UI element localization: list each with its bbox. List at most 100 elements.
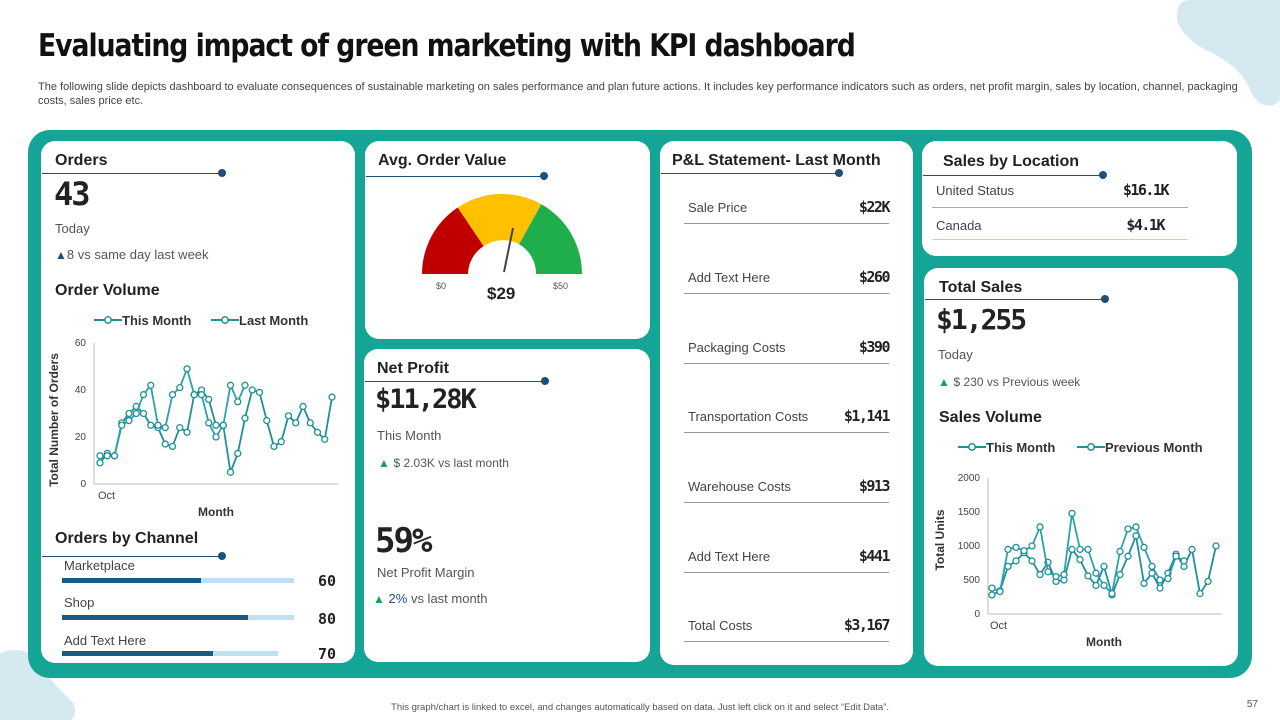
orders-header: Orders — [55, 152, 108, 169]
net-profit-margin-change: ▲ 2% vs last month — [373, 591, 488, 606]
net-profit-change-text: $ 2.03K vs last month — [393, 456, 509, 470]
data-point — [1212, 542, 1220, 550]
location-header-underline — [923, 175, 1103, 176]
pl-statement-header: P&L Statement- Last Month — [672, 152, 881, 169]
data-point — [139, 409, 148, 418]
series-line — [99, 388, 333, 476]
y-tick-label: 40 — [75, 385, 87, 396]
data-point — [270, 442, 278, 451]
data-point — [1044, 568, 1052, 576]
legend-label: This Month — [986, 440, 1056, 455]
channel-bar-fill — [62, 578, 202, 583]
pl-row-value: $3,167 — [843, 616, 891, 634]
data-point — [255, 388, 264, 396]
data-point — [1148, 562, 1156, 571]
data-point — [1084, 572, 1092, 580]
footer-note: This graph/chart is linked to excel, and… — [391, 702, 889, 713]
up-triangle-icon: ▲ — [938, 375, 950, 389]
pl-row-label: Add Text Here — [688, 549, 771, 564]
total-sales-card — [924, 268, 1238, 666]
orders-header-dot — [218, 169, 226, 177]
pl-row-label: Total Costs — [688, 618, 753, 633]
x-axis-label: Month — [1086, 635, 1122, 649]
orders-value: 43 — [54, 175, 91, 213]
data-point — [226, 381, 235, 389]
sales-volume-legend-prev: Previous Month — [1077, 440, 1203, 455]
total-sales-period: Today — [938, 347, 973, 362]
data-point — [1092, 581, 1100, 590]
pl-row-value: $441 — [858, 547, 891, 565]
data-point — [284, 412, 293, 420]
y-tick-label: 2000 — [958, 473, 981, 484]
net-profit-period: This Month — [377, 428, 442, 443]
slide-subtitle: The following slide depicts dashboard to… — [38, 81, 1238, 107]
data-point — [248, 386, 256, 394]
pl-row: Sale Price $22K — [684, 198, 891, 224]
orders-period: Today — [55, 221, 90, 236]
data-point — [197, 391, 206, 399]
orders-by-channel-header: Orders by Channel — [55, 530, 199, 547]
data-point — [205, 395, 213, 404]
order-volume-chart: 0 20 40 60 Oct Month Total Number of Orders — [47, 338, 338, 519]
data-point — [176, 423, 184, 432]
aov-header-underline — [366, 176, 544, 177]
channel-bar-fill — [62, 651, 214, 656]
data-point — [306, 419, 314, 427]
order-volume-legend-this: This Month — [94, 313, 191, 328]
sales-volume-legend-this: This Month — [958, 440, 1055, 455]
data-point — [1084, 545, 1092, 554]
pl-row: Warehouse Costs $913 — [684, 477, 891, 503]
data-point — [1028, 542, 1036, 550]
legend-label: Last Month — [239, 313, 309, 328]
data-point — [139, 391, 148, 399]
data-point — [212, 421, 220, 429]
y-tick-label: 60 — [75, 338, 87, 349]
data-point — [183, 428, 191, 436]
location-value: $16.1K — [1122, 181, 1170, 199]
pl-row-value: $22K — [858, 198, 891, 216]
pl-header-dot — [835, 169, 843, 177]
data-point — [176, 384, 184, 392]
location-label: United Status — [936, 183, 1015, 198]
data-point — [1036, 523, 1044, 531]
total-sales-header-dot — [1101, 295, 1109, 303]
net-profit-value: $11,28K — [375, 384, 477, 415]
sales-by-location-card — [922, 141, 1237, 256]
data-point — [328, 393, 336, 401]
data-point — [1124, 552, 1132, 560]
pl-row-value: $390 — [858, 338, 891, 356]
total-sales-change-text: $ 230 vs Previous week — [953, 375, 1081, 389]
data-point — [161, 423, 169, 432]
data-point — [1164, 574, 1172, 583]
data-point — [154, 421, 162, 429]
orders-change-text: vs same day last week — [77, 247, 209, 262]
data-point — [988, 591, 996, 599]
data-point — [1196, 589, 1204, 598]
data-point — [1036, 570, 1044, 579]
data-point — [1068, 509, 1076, 518]
pl-row-value: $1,141 — [843, 407, 891, 425]
x-axis-label: Month — [198, 505, 234, 519]
data-point — [321, 435, 329, 443]
channel-bar — [62, 615, 294, 620]
up-triangle-icon: ▲ — [55, 248, 67, 262]
data-point — [212, 433, 220, 441]
data-point — [299, 402, 307, 411]
location-header-dot — [1099, 171, 1107, 179]
sales-volume-header: Sales Volume — [939, 409, 1042, 426]
net-profit-card — [364, 349, 650, 662]
data-point — [125, 409, 133, 418]
up-triangle-icon: ▲ — [378, 456, 390, 470]
x-tick-label: Oct — [98, 490, 115, 502]
net-profit-margin-value: 59% — [375, 521, 432, 561]
x-tick-label: Oct — [990, 620, 1007, 632]
data-point — [103, 452, 111, 460]
data-point — [190, 391, 198, 399]
data-point — [1180, 557, 1188, 565]
data-point — [1116, 570, 1124, 579]
data-point — [1076, 545, 1084, 554]
data-point — [219, 421, 227, 429]
data-point — [1012, 543, 1020, 552]
data-point — [168, 391, 177, 399]
location-label: Canada — [936, 218, 982, 233]
